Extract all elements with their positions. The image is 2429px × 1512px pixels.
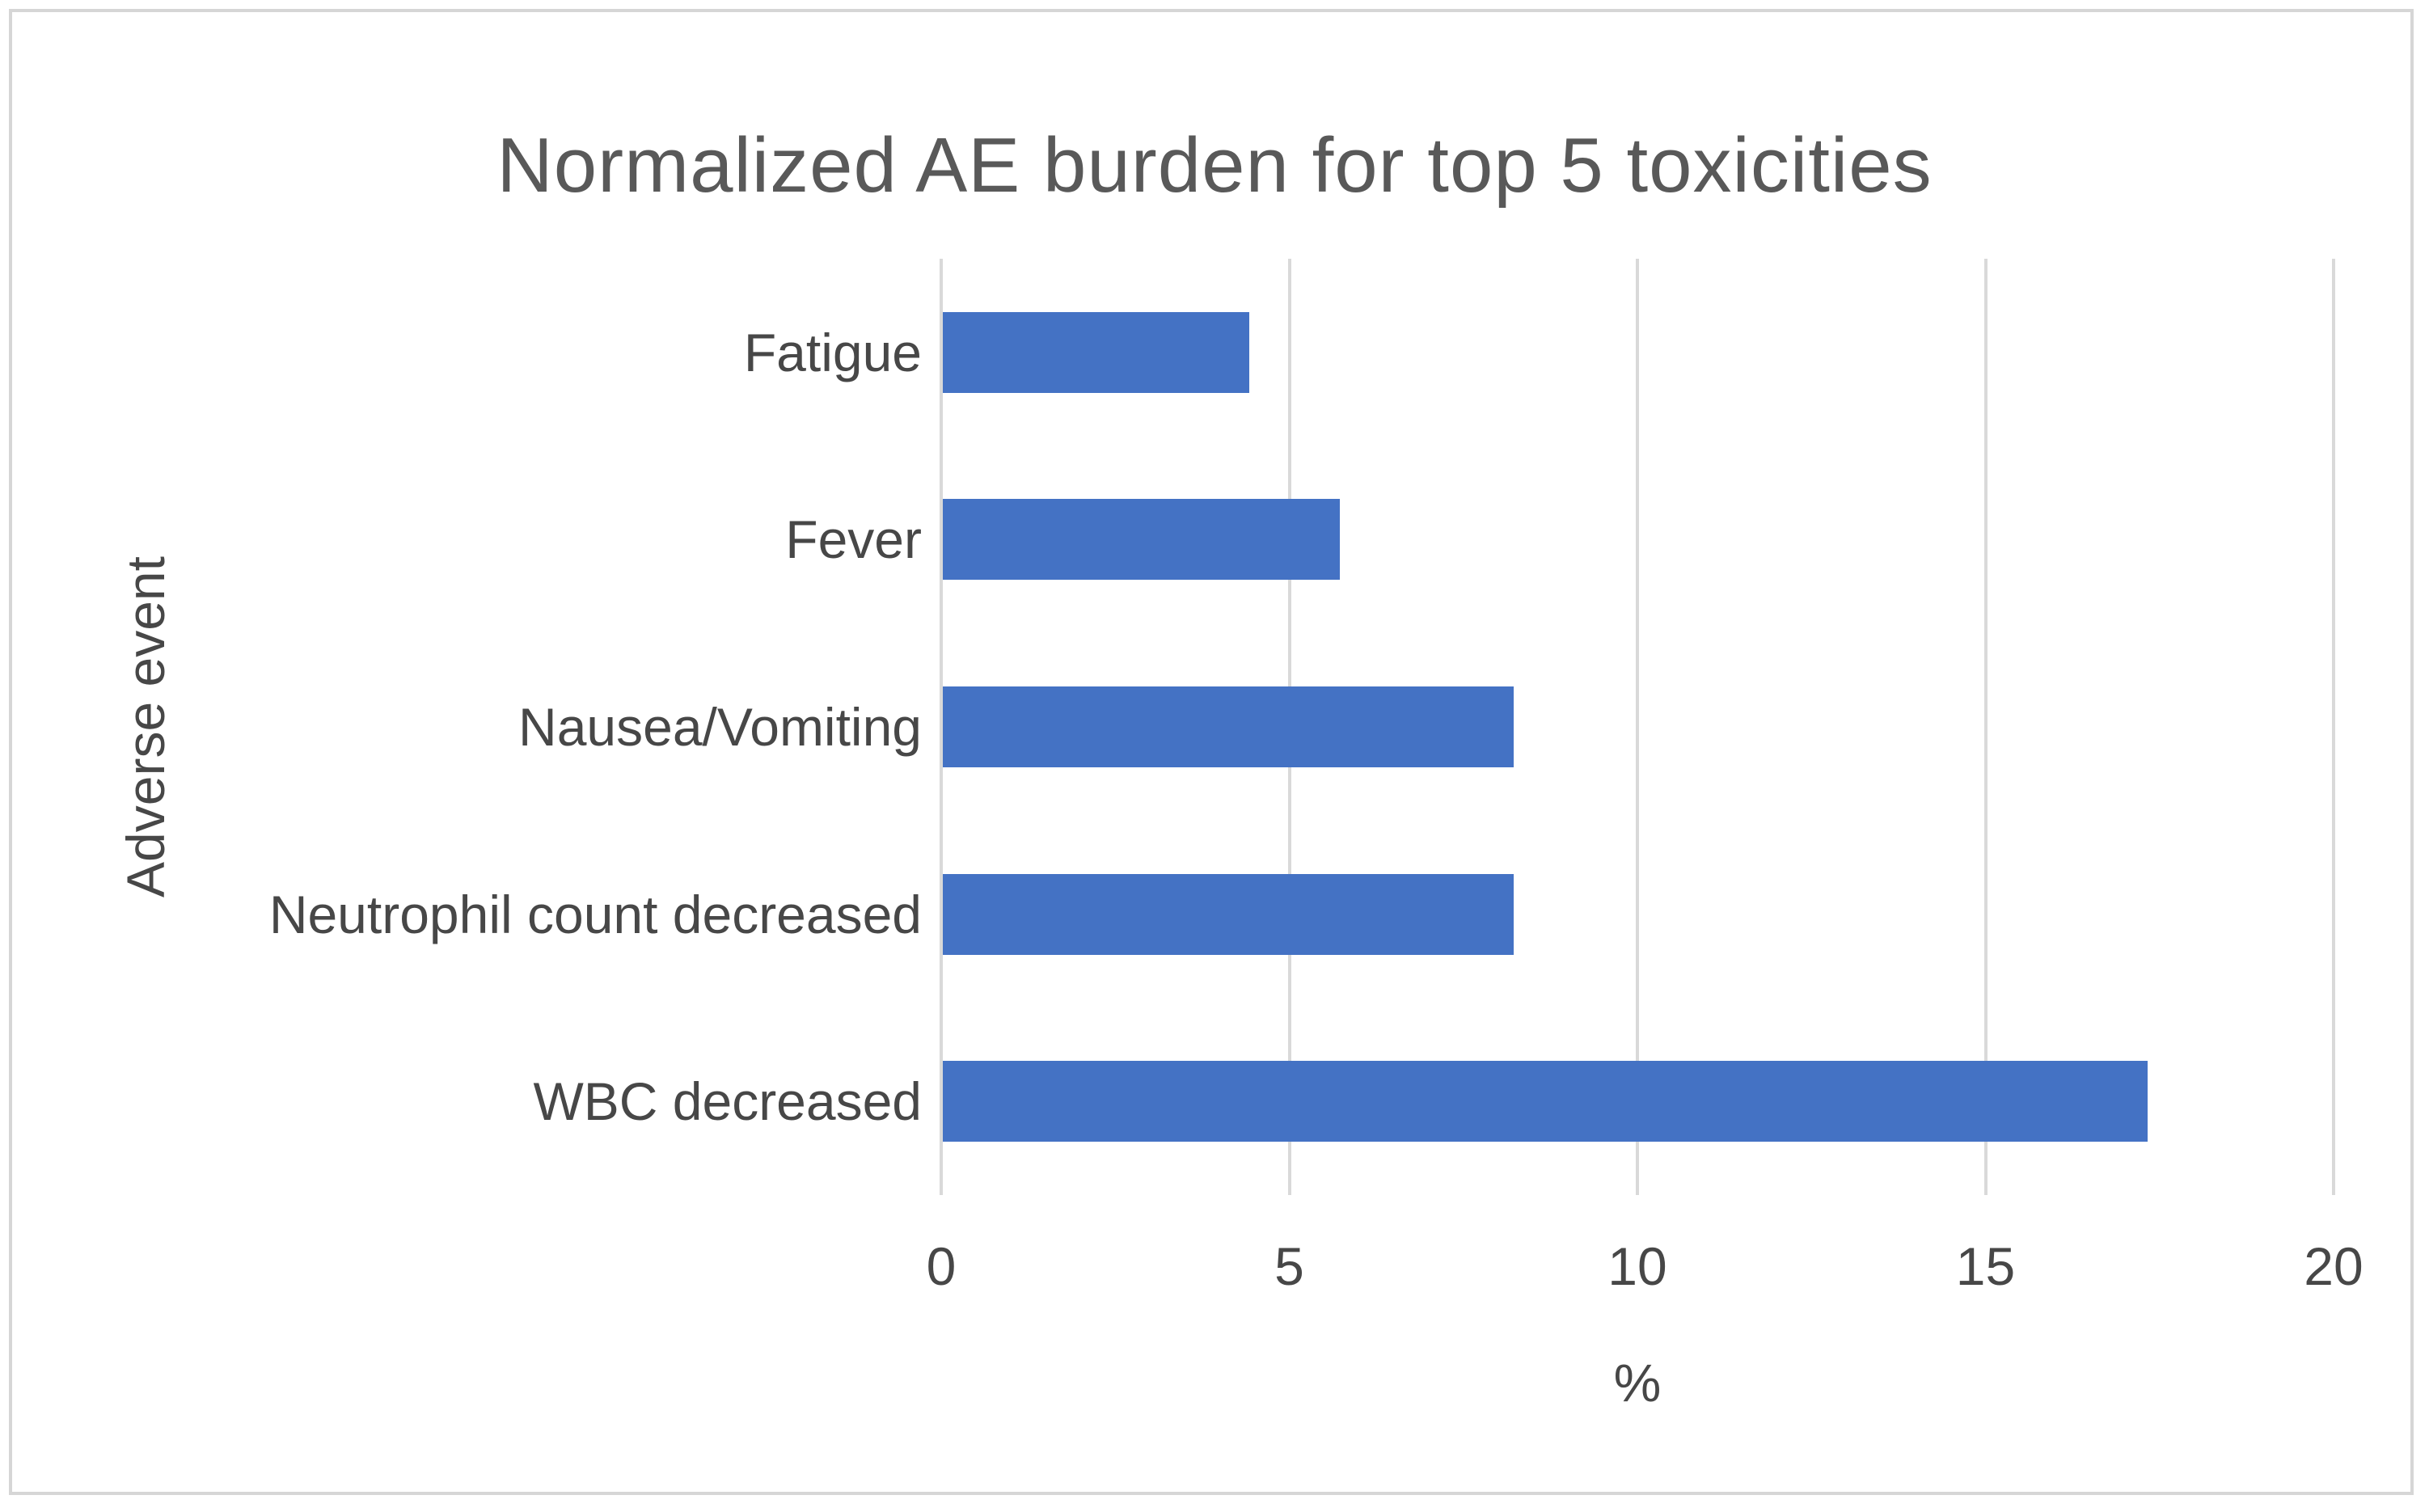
category-label: Fatigue: [743, 322, 922, 382]
bar-nausea-vomiting: [943, 686, 1514, 767]
gridline-x-10: [1636, 259, 1639, 1195]
y-axis-title: Adverse event: [116, 556, 175, 897]
gridline-x-0: [940, 259, 943, 1195]
plot-area: [940, 259, 2335, 1195]
bar-fatigue: [943, 311, 1249, 393]
x-tick-label: 0: [926, 1236, 957, 1296]
x-tick-label: 10: [1607, 1236, 1667, 1296]
bar-fever: [943, 499, 1340, 581]
x-tick-label: 5: [1274, 1236, 1304, 1296]
gridline-x-20: [2332, 259, 2335, 1195]
x-tick-label: 15: [1955, 1236, 2016, 1296]
gridline-x-15: [1983, 259, 1988, 1195]
chart-title: Normalized AE burden for top 5 toxicitie…: [496, 122, 1933, 209]
bar-wbc-decreased: [943, 1061, 2148, 1142]
category-label: Fever: [785, 509, 922, 570]
x-axis-title: %: [1613, 1353, 1662, 1413]
x-tick-label: 20: [2304, 1236, 2364, 1296]
bar-neutrophil-count-decreased: [943, 873, 1514, 955]
category-label: Neutrophil count decreased: [268, 884, 922, 944]
category-label: Nausea/Vomiting: [518, 697, 922, 757]
category-label: WBC decreased: [533, 1071, 922, 1132]
